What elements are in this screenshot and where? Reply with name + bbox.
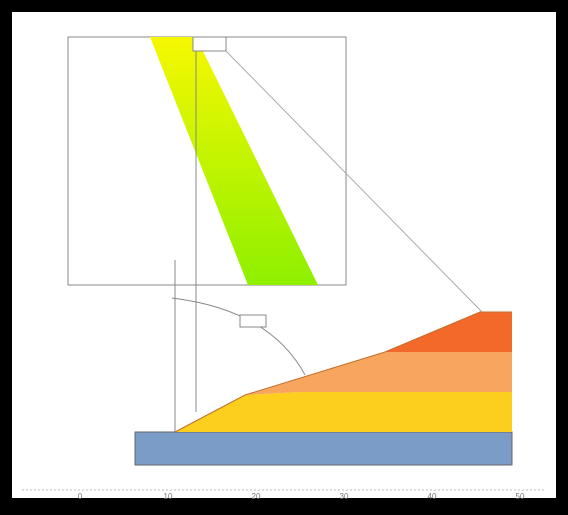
diagram: 0 10 20 30 40 50 <box>0 0 568 510</box>
tick-label: 10 <box>164 492 173 501</box>
page: 01020304050 (() => { const data = JSON.p… <box>0 0 568 510</box>
tick-label: 40 <box>428 492 437 501</box>
tick-label: 30 <box>340 492 349 501</box>
base-layer <box>135 432 512 465</box>
tick-label: 50 <box>516 492 525 501</box>
label-box <box>240 315 266 327</box>
tick-label: 20 <box>252 492 261 501</box>
tick-label: 0 <box>78 492 83 501</box>
zoom-box <box>193 37 226 51</box>
